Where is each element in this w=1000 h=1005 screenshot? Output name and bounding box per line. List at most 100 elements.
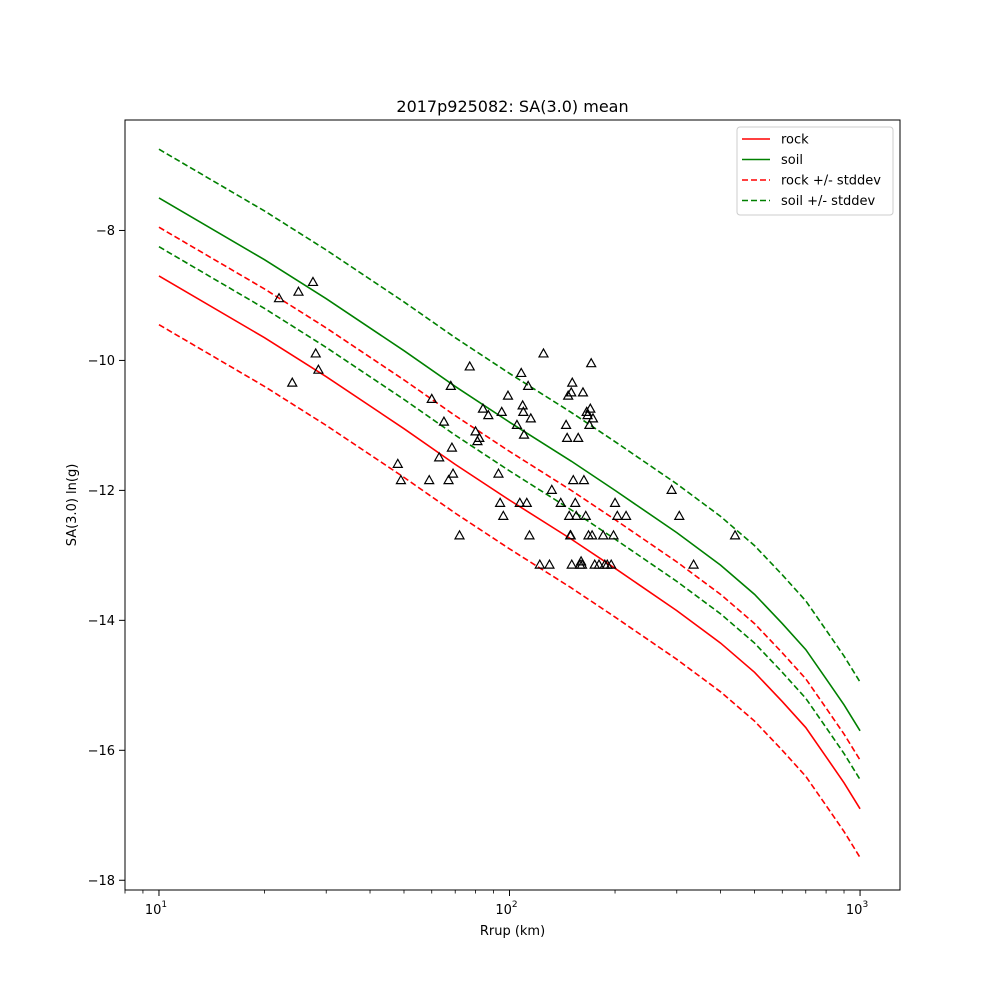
observation-marker (583, 419, 595, 429)
observation-marker (395, 474, 407, 485)
observation-marker (286, 376, 298, 387)
x-axis-label: Rrup (km) (480, 924, 545, 939)
y-tick-label: −14 (88, 614, 115, 629)
observation-marker (515, 367, 527, 378)
observation-marker (514, 497, 526, 507)
observation-marker (543, 558, 555, 569)
observation-marker (445, 380, 457, 391)
y-tick-label: −10 (88, 354, 115, 369)
observation-marker (426, 393, 438, 404)
observation-marker (477, 402, 489, 413)
observation-marker (464, 360, 476, 371)
chart-title: 2017p925082: SA(3.0) mean (396, 97, 628, 116)
observation-marker (473, 432, 485, 442)
observation-marker (607, 529, 620, 540)
series-line-1 (158, 197, 861, 732)
y-axis-label: SA(3.0) ln(g) (65, 464, 80, 547)
legend-label: soil (781, 153, 803, 168)
observation-marker (312, 363, 324, 374)
observation-marker (307, 276, 319, 287)
legend-label: soil +/- stddev (781, 194, 876, 209)
observation-marker (517, 406, 529, 417)
observation-marker (580, 510, 592, 520)
observation-marker (423, 474, 435, 485)
observation-marker (273, 292, 285, 303)
observation-marker (673, 510, 685, 520)
observation-marker (729, 529, 741, 540)
series-line-4 (158, 148, 861, 683)
legend-label: rock +/- stddev (781, 174, 881, 189)
observation-marker (570, 510, 582, 520)
observation-marker (537, 347, 550, 358)
observation-marker (518, 428, 530, 439)
observation-marker (575, 555, 587, 566)
observation-marker (446, 441, 458, 452)
observation-marker (496, 406, 508, 417)
legend-items: rock soil rock +/- stddev soil +/- stddev (742, 133, 881, 209)
observation-marker (620, 510, 632, 520)
series-line-0 (158, 275, 861, 810)
observation-marker (584, 402, 596, 413)
observation-marker (611, 510, 623, 520)
series-line-5 (158, 246, 861, 780)
observation-marker (555, 497, 567, 507)
observation-marker (563, 510, 575, 520)
observation-marker (494, 497, 506, 507)
x-tick-exponent: 1 (161, 900, 167, 910)
observation-marker (577, 386, 589, 397)
y-axis-ticks: −18 −16 −14 −12 −10 −8 (88, 224, 125, 889)
observation-marker (576, 558, 588, 569)
observation-marker (546, 484, 558, 494)
observation-marker (605, 558, 617, 569)
observation-marker (566, 558, 578, 569)
series-line-2 (158, 226, 861, 761)
observation-marker (569, 497, 581, 507)
observation-marker (581, 406, 593, 417)
observation-marker (392, 458, 404, 468)
observation-marker (565, 386, 577, 397)
observation-marker (562, 389, 574, 400)
observation-marker (453, 529, 466, 540)
x-tick-exponent: 2 (512, 900, 518, 910)
observation-marker (560, 419, 572, 429)
observation-marker (609, 497, 621, 507)
legend: rock soil rock +/- stddev soil +/- stddev (736, 126, 894, 216)
observation-marker (470, 425, 482, 436)
observation-marker (572, 432, 584, 442)
observation-marker (523, 529, 535, 540)
observation-marker (578, 474, 590, 485)
observation-marker (587, 412, 599, 423)
observation-marker (433, 451, 445, 462)
observation-marker (497, 510, 509, 520)
observation-marker (310, 347, 322, 358)
observation-marker (521, 497, 533, 507)
observation-marker (561, 432, 573, 442)
observation-marker (447, 467, 459, 478)
observation-marker (492, 467, 504, 478)
y-tick-label: −16 (88, 744, 115, 759)
legend-box (736, 126, 894, 216)
observation-marker (586, 529, 598, 540)
legend-label: rock (781, 133, 809, 148)
observation-marker (502, 389, 514, 400)
observation-marker (292, 285, 304, 296)
observation-marker (525, 412, 537, 423)
observation-marker (566, 376, 578, 387)
y-tick-label: −12 (88, 484, 115, 499)
observation-marker (443, 474, 455, 485)
observation-marker (593, 558, 605, 569)
observation-marker (567, 474, 579, 485)
series-line-3 (158, 323, 861, 858)
y-tick-label: −18 (88, 874, 115, 889)
observation-marker (582, 409, 594, 420)
observation-marker (597, 529, 609, 540)
plot-frame (124, 119, 901, 891)
observation-marker (565, 529, 577, 540)
observation-marker (534, 558, 546, 569)
observation-marker (666, 484, 678, 494)
y-tick-label: −8 (96, 224, 115, 239)
observation-marker (511, 419, 523, 429)
observation-marker (585, 357, 597, 368)
